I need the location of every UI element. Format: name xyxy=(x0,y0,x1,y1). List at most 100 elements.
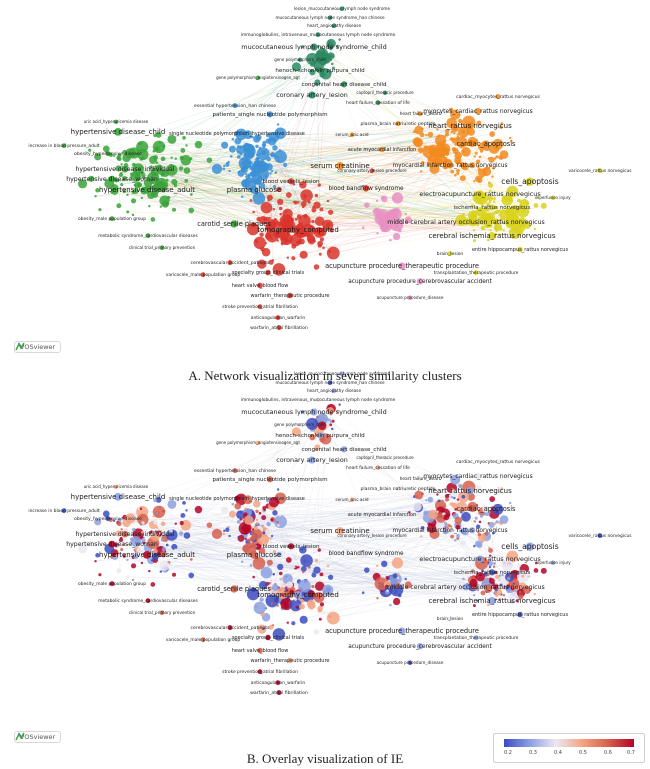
term-node[interactable] xyxy=(323,67,326,71)
term-label[interactable]: tomography_computed xyxy=(257,591,339,599)
term-label[interactable]: cerebral ischemia_rattus norvegicus xyxy=(428,232,555,240)
term-label[interactable]: warfarin_therapeutic procedure xyxy=(251,658,330,664)
term-node[interactable] xyxy=(143,551,151,559)
term-node[interactable] xyxy=(307,601,316,610)
term-node[interactable] xyxy=(361,591,365,594)
term-node[interactable] xyxy=(255,156,259,160)
term-label[interactable]: hypertensive disease_individual xyxy=(75,166,174,173)
term-node[interactable] xyxy=(221,141,229,149)
term-node[interactable] xyxy=(329,412,333,416)
term-label[interactable]: coronary artery_lesion xyxy=(276,456,348,464)
term-label[interactable]: mucocutaneous lymph node syndrome_han ch… xyxy=(275,15,385,20)
term-node[interactable] xyxy=(225,162,230,167)
term-node[interactable] xyxy=(494,223,498,227)
term-node[interactable] xyxy=(317,243,322,248)
term-node[interactable] xyxy=(489,496,496,502)
term-node[interactable] xyxy=(474,151,478,155)
term-node[interactable] xyxy=(469,162,476,169)
term-node[interactable] xyxy=(519,569,522,573)
term-node[interactable] xyxy=(339,371,345,377)
term-node[interactable] xyxy=(258,581,268,590)
term-node[interactable] xyxy=(121,530,129,538)
term-node[interactable] xyxy=(314,581,325,592)
term-node[interactable] xyxy=(478,520,482,524)
term-node[interactable] xyxy=(473,520,476,523)
term-node[interactable] xyxy=(258,511,262,515)
term-label[interactable]: henoch-schonlein purpura_child xyxy=(275,433,365,439)
term-node[interactable] xyxy=(466,122,474,130)
term-node[interactable] xyxy=(456,135,460,139)
term-node[interactable] xyxy=(166,164,178,176)
term-node[interactable] xyxy=(518,594,524,600)
term-node[interactable] xyxy=(125,148,136,159)
term-node[interactable] xyxy=(276,186,282,193)
term-node[interactable] xyxy=(385,211,389,215)
term-node[interactable] xyxy=(486,567,490,572)
term-node[interactable] xyxy=(172,572,177,577)
term-node[interactable] xyxy=(322,246,325,249)
term-node[interactable] xyxy=(160,538,165,542)
term-node[interactable] xyxy=(239,146,242,149)
term-node[interactable] xyxy=(364,202,370,208)
term-node[interactable] xyxy=(116,203,122,209)
term-node[interactable] xyxy=(112,519,116,523)
term-node[interactable] xyxy=(247,539,251,543)
term-node[interactable] xyxy=(492,200,496,203)
term-node[interactable] xyxy=(122,177,126,181)
term-node[interactable] xyxy=(512,217,516,221)
term-node[interactable] xyxy=(253,601,266,615)
term-node[interactable] xyxy=(259,597,264,602)
term-node[interactable] xyxy=(488,189,492,192)
term-label[interactable]: blood bandflow syndrome xyxy=(328,551,404,557)
term-node[interactable] xyxy=(477,532,482,537)
term-node[interactable] xyxy=(491,540,494,543)
term-node[interactable] xyxy=(487,238,490,242)
term-node[interactable] xyxy=(499,583,503,587)
term-label[interactable]: myocardial infarction_rattus norvegicus xyxy=(392,528,507,534)
term-node[interactable] xyxy=(458,483,463,488)
term-node[interactable] xyxy=(450,169,454,174)
term-node[interactable] xyxy=(456,171,460,175)
term-node[interactable] xyxy=(206,522,213,528)
term-node[interactable] xyxy=(268,132,280,143)
term-node[interactable] xyxy=(153,155,158,160)
term-node[interactable] xyxy=(461,146,471,157)
term-node[interactable] xyxy=(174,522,177,525)
term-label[interactable]: hypertensive disease_woman xyxy=(66,541,158,548)
term-node[interactable] xyxy=(307,225,315,233)
term-node[interactable] xyxy=(182,136,186,140)
term-node[interactable] xyxy=(389,572,402,586)
term-node[interactable] xyxy=(474,175,482,182)
term-node[interactable] xyxy=(284,587,288,590)
term-node[interactable] xyxy=(109,581,115,587)
term-node[interactable] xyxy=(385,584,389,589)
term-node[interactable] xyxy=(311,584,315,589)
term-node[interactable] xyxy=(120,528,123,531)
term-node[interactable] xyxy=(254,178,262,185)
term-node[interactable] xyxy=(278,206,283,211)
term-node[interactable] xyxy=(236,510,245,519)
term-node[interactable] xyxy=(126,210,130,214)
term-label[interactable]: ischemia_rattus norvegicus xyxy=(454,205,531,211)
term-node[interactable] xyxy=(276,325,282,331)
term-label[interactable]: captopril_thoracic procedure xyxy=(356,90,414,95)
term-node[interactable] xyxy=(396,208,400,211)
term-node[interactable] xyxy=(382,90,388,96)
term-node[interactable] xyxy=(516,588,526,598)
term-node[interactable] xyxy=(369,533,375,539)
term-node[interactable] xyxy=(315,32,321,38)
term-node[interactable] xyxy=(273,515,287,529)
term-node[interactable] xyxy=(165,543,169,547)
term-node[interactable] xyxy=(261,515,267,521)
term-node[interactable] xyxy=(506,550,519,563)
term-node[interactable] xyxy=(148,204,151,208)
term-node[interactable] xyxy=(417,147,424,154)
term-label[interactable]: acupuncture procedure_cerebrovascular ac… xyxy=(348,279,492,285)
term-node[interactable] xyxy=(533,203,539,208)
term-node[interactable] xyxy=(327,574,334,580)
term-node[interactable] xyxy=(460,511,463,514)
term-node[interactable] xyxy=(313,629,320,635)
term-node[interactable] xyxy=(506,573,510,577)
term-node[interactable] xyxy=(306,52,319,65)
term-node[interactable] xyxy=(95,188,100,193)
